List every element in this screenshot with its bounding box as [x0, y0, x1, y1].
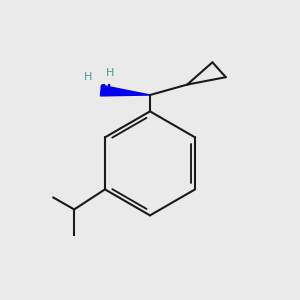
Polygon shape [100, 85, 150, 96]
Text: H: H [106, 68, 114, 78]
Text: N: N [101, 82, 112, 96]
Text: H: H [83, 72, 92, 82]
